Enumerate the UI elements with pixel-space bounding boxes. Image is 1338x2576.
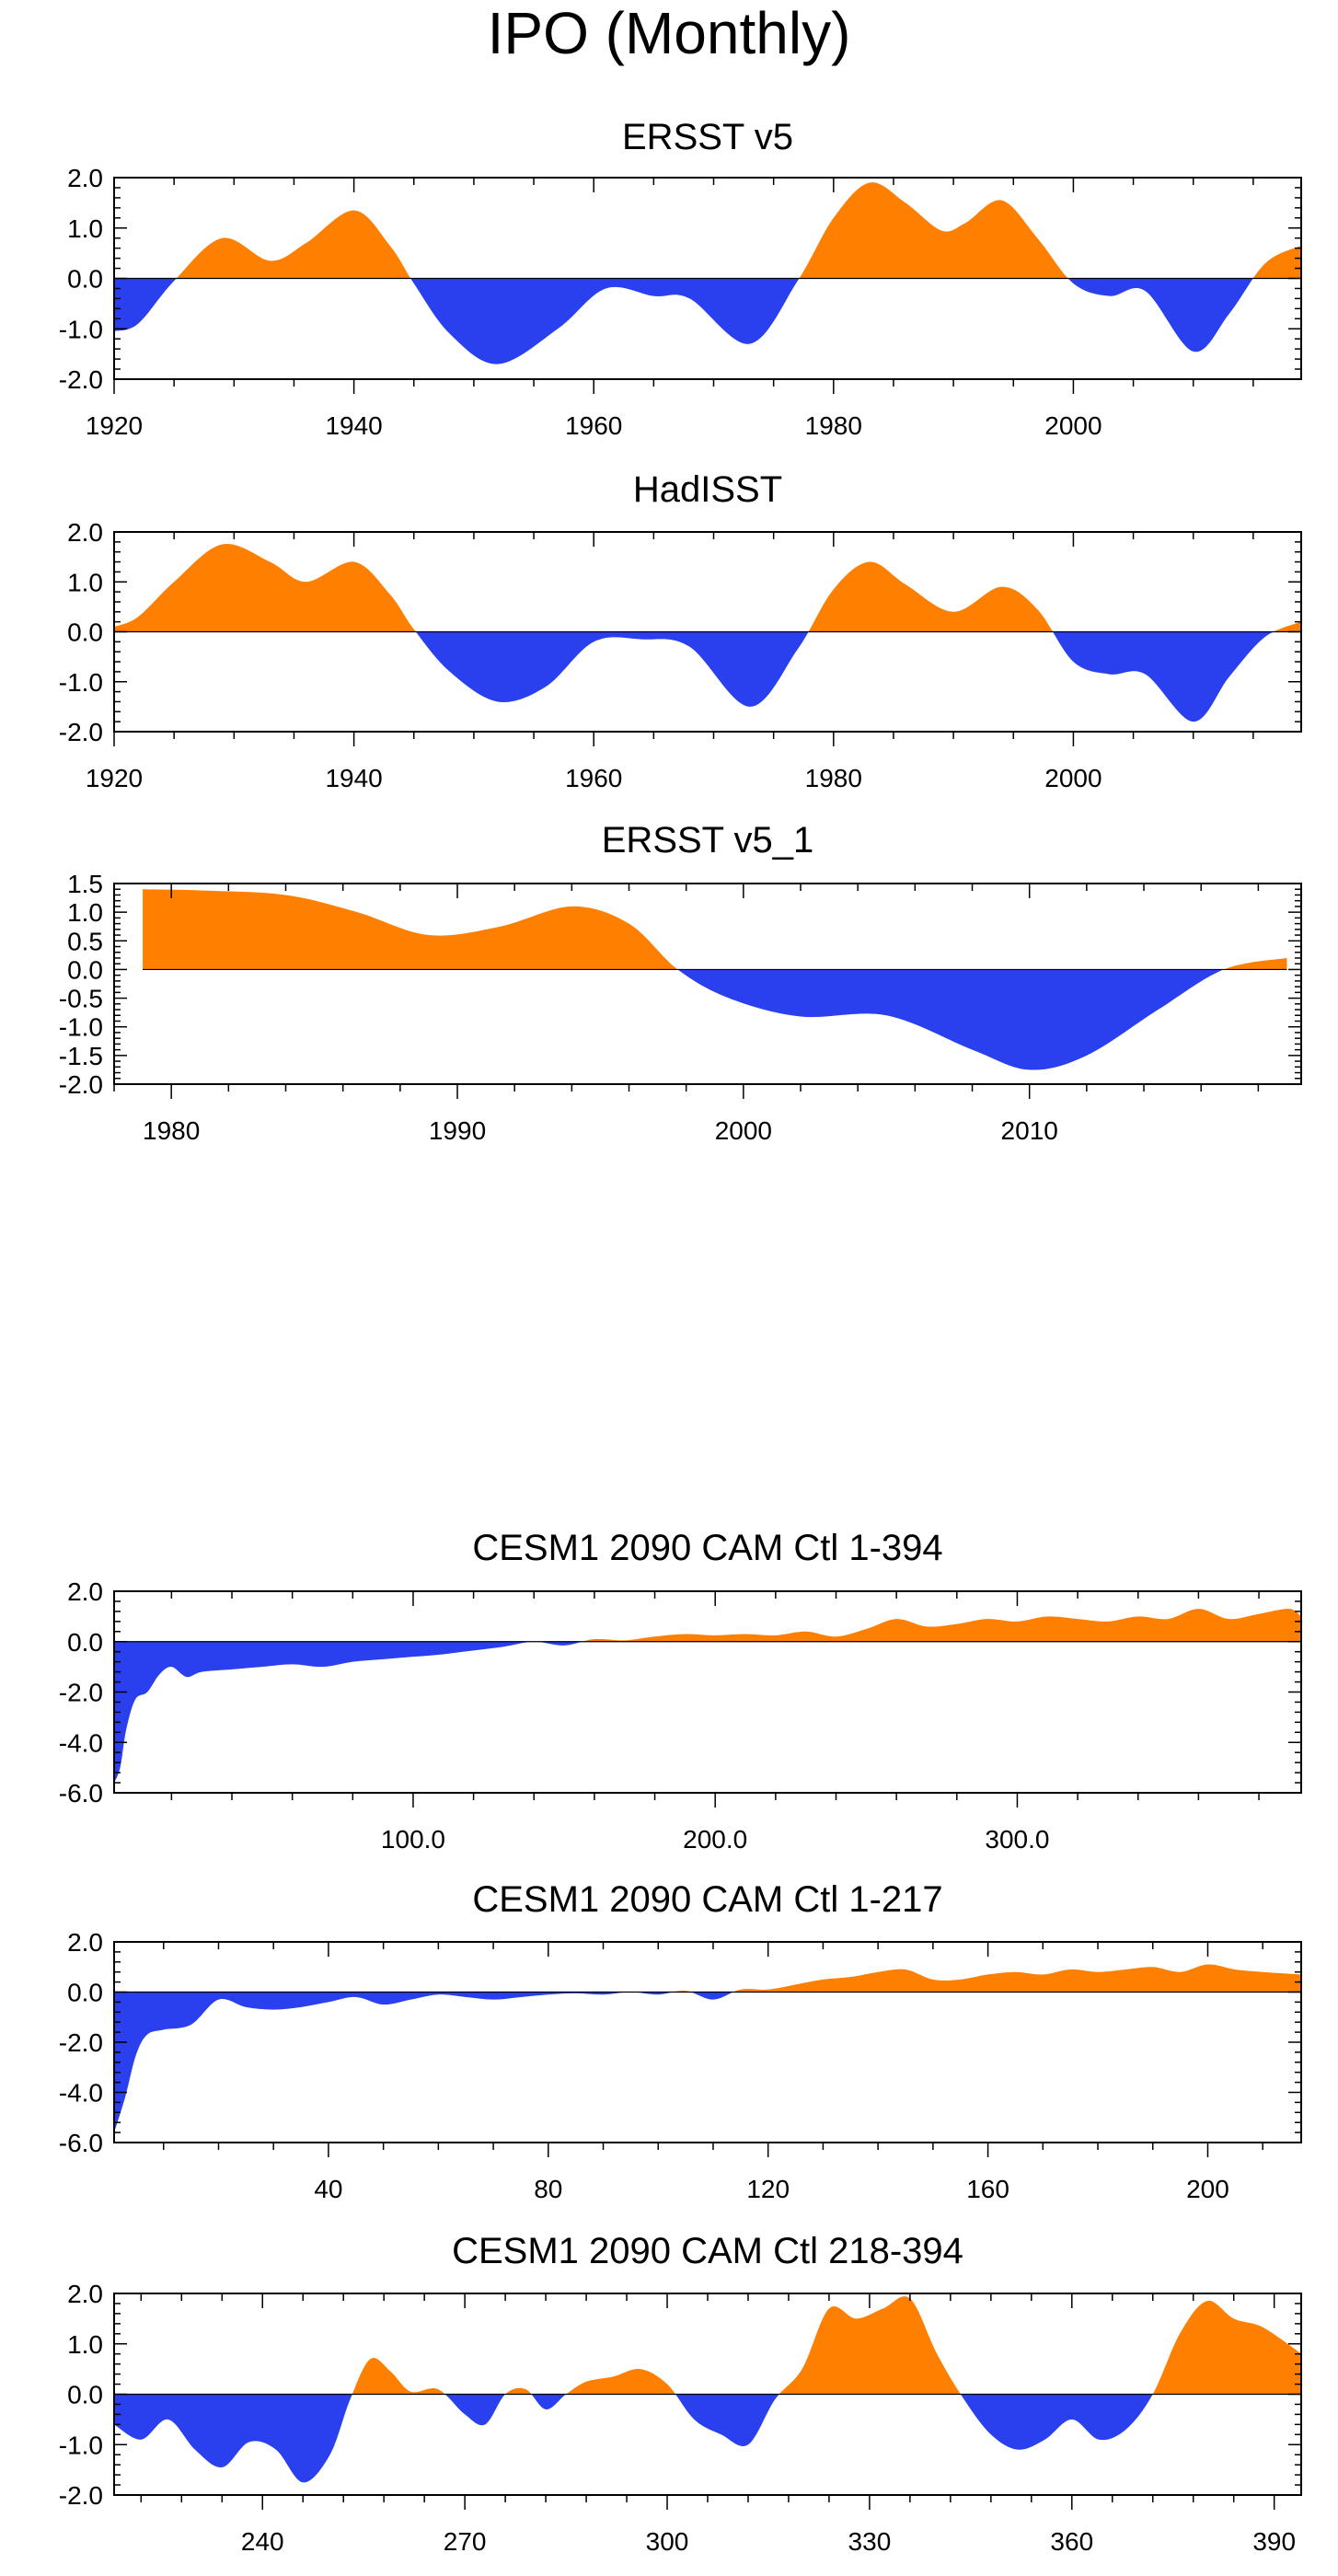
panel-1-ytick-label: 0.0 <box>67 265 103 294</box>
panel-3-ytick-label: 1.5 <box>67 870 103 898</box>
panel-3-ytick-label: -0.5 <box>59 985 103 1013</box>
panel-6-ytick-label: 1.0 <box>67 2330 103 2359</box>
panel-1-positive-area <box>114 182 1301 279</box>
panel-4: CESM1 2090 CAM Ctl 1-394 2.0 0.0 -2.0 -4.0 -6… <box>59 1528 1302 1854</box>
panel-5-ytick-label: -2.0 <box>59 2028 103 2057</box>
panel-6-xtick-label: 300 <box>646 2527 689 2556</box>
panel-1-title: ERSST v5 <box>622 117 793 157</box>
panel-3-xtick-label: 1980 <box>143 1116 200 1145</box>
panel-6-negative-area <box>114 2394 1301 2483</box>
panel-4-xtick-label: 100.0 <box>381 1825 445 1854</box>
panel-6-positive-area <box>114 2296 1301 2395</box>
panel-4-ytick-label: -4.0 <box>59 1728 103 1757</box>
panel-6-xtick-label: 240 <box>241 2527 284 2556</box>
panel-5-xtick-label: 120 <box>746 2175 790 2203</box>
panel-2-xtick-label: 1980 <box>805 764 862 792</box>
panel-5-xtick-label: 40 <box>314 2175 342 2203</box>
panel-1-ytick-label: 2.0 <box>67 164 103 192</box>
panel-2-xtick-label: 1940 <box>325 764 382 792</box>
panel-2-ytick-label: 1.0 <box>67 568 103 596</box>
panel-4-xtick-label: 300.0 <box>985 1825 1049 1854</box>
panel-5: CESM1 2090 CAM Ctl 1-217 2.0 0.0 -2.0 -4.0 -6… <box>59 1879 1302 2203</box>
panel-5-xtick-label: 200 <box>1186 2175 1229 2203</box>
panel-1-ytick-label: -1.0 <box>59 315 103 343</box>
panel-6-ytick-label: 2.0 <box>67 2280 103 2308</box>
panel-3-xtick-label: 2000 <box>715 1116 772 1145</box>
panel-2-ytick-label: -1.0 <box>59 668 103 697</box>
panel-5-xtick-label: 160 <box>966 2175 1009 2203</box>
panel-6: CESM1 2090 CAM Ctl 218-394 2.0 1.0 0.0 -1.0 -… <box>59 2231 1302 2556</box>
panel-6-xtick-label: 390 <box>1252 2527 1296 2556</box>
panel-4-ytick-label: -6.0 <box>59 1779 103 1808</box>
panel-5-ytick-label: 2.0 <box>67 1928 103 1957</box>
panel-6-ytick-label: -1.0 <box>59 2431 103 2459</box>
panel-2-positive-area <box>114 544 1301 632</box>
panel-1-xtick-label: 1980 <box>805 411 862 440</box>
panel-3-ytick-label: -2.0 <box>59 1070 103 1099</box>
panel-2-xtick-label: 2000 <box>1044 764 1102 792</box>
panel-2-xtick-label: 1960 <box>565 764 622 792</box>
panel-4-title: CESM1 2090 CAM Ctl 1-394 <box>472 1528 942 1568</box>
panel-2-title: HadISST <box>633 469 782 510</box>
panel-3-ytick-label: -1.0 <box>59 1013 103 1042</box>
panel-3-xtick-label: 1990 <box>429 1116 486 1145</box>
panel-3-frame <box>113 883 1302 1085</box>
panel-2-negative-area <box>114 631 1301 722</box>
panel-4-ytick-label: -2.0 <box>59 1679 103 1707</box>
panel-3-positive-area <box>143 889 1287 970</box>
panel-1-ytick-label: 1.0 <box>67 214 103 243</box>
panel-5-title: CESM1 2090 CAM Ctl 1-217 <box>472 1879 942 1920</box>
panel-2: HadISST 2.0 1.0 0.0 -1.0 -2.0 1920 1940 1960 1980… <box>59 469 1302 792</box>
panel-6-xtick-label: 330 <box>848 2527 892 2556</box>
panel-4-xtick-label: 200.0 <box>683 1825 747 1854</box>
panel-1-xtick-label: 1920 <box>86 411 143 440</box>
panel-3-ytick-label: 0.0 <box>67 955 103 984</box>
figure-title: IPO (Monthly) <box>487 0 851 66</box>
panel-5-ytick-label: 0.0 <box>67 1979 103 2007</box>
panel-6-xtick-label: 360 <box>1050 2527 1093 2556</box>
panel-1-negative-area <box>114 278 1301 364</box>
panel-3-ytick-label: -1.5 <box>59 1042 103 1070</box>
panel-4-negative-area <box>114 1641 1301 1784</box>
panel-5-ytick-label: -6.0 <box>59 2129 103 2157</box>
panel-3-negative-area <box>143 969 1287 1070</box>
panel-2-ytick-label: -2.0 <box>59 718 103 746</box>
panel-3-title: ERSST v5_1 <box>602 820 814 861</box>
panel-5-positive-area <box>114 1964 1301 1993</box>
panel-4-positive-area <box>114 1609 1301 1642</box>
panel-6-ytick-label: 0.0 <box>67 2381 103 2409</box>
panel-6-title: CESM1 2090 CAM Ctl 218-394 <box>452 2231 963 2271</box>
panel-3-xtick-label: 2010 <box>1001 1116 1058 1145</box>
panel-5-ytick-label: -4.0 <box>59 2079 103 2108</box>
panel-1-xtick-label: 2000 <box>1044 411 1102 440</box>
panel-4-ytick-label: 2.0 <box>67 1577 103 1606</box>
panel-1-ytick-label: -2.0 <box>59 365 103 394</box>
panel-2-xtick-label: 1920 <box>86 764 143 792</box>
panel-6-xtick-label: 270 <box>444 2527 487 2556</box>
panel-3-ytick-label: 0.5 <box>67 927 103 955</box>
panel-6-ytick-label: -2.0 <box>59 2481 103 2510</box>
panel-3-ytick-label: 1.0 <box>67 898 103 927</box>
panel-5-xtick-label: 80 <box>534 2175 562 2203</box>
panel-4-ytick-label: 0.0 <box>67 1628 103 1657</box>
panel-3: ERSST v5_1 1.51.00.50.0-0.5-1.0-1.5-2.0 19… <box>59 820 1302 1145</box>
panel-1-xtick-label: 1960 <box>565 411 622 440</box>
panel-2-ytick-label: 0.0 <box>67 618 103 647</box>
panel-1-xtick-label: 1940 <box>325 411 382 440</box>
panel-2-ytick-label: 2.0 <box>67 518 103 547</box>
panel-1: ERSST v5 2.0 1.0 0.0 -1.0 -2.0 1920 1940 1960 198… <box>59 117 1302 440</box>
